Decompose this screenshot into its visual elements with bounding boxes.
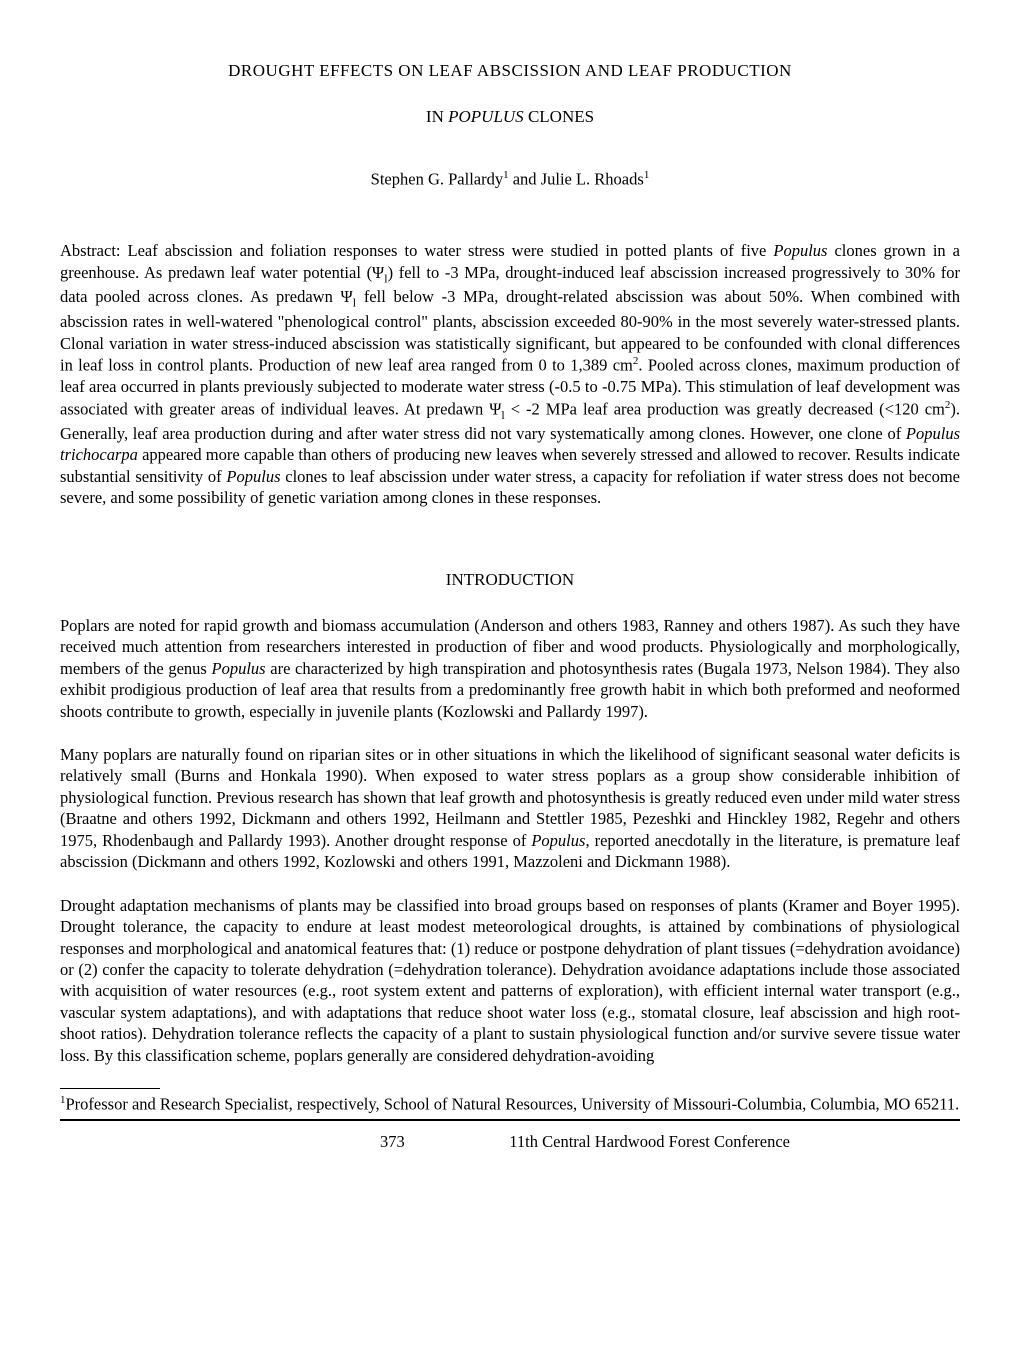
author-2-sup: 1 [644,169,650,181]
paragraph-1: Poplars are noted for rapid growth and b… [60,615,960,722]
paper-title-line-1: DROUGHT EFFECTS ON LEAF ABSCISSION AND L… [60,60,960,82]
page-number: 373 [380,1131,405,1152]
p2-it1: Populus [531,831,585,850]
footnote: 1Professor and Research Specialist, resp… [60,1093,960,1115]
p1-it1: Populus [212,659,266,678]
author-2: Julie L. Rhoads [541,170,644,189]
authors: Stephen G. Pallardy 1 and Julie L. Rhoads… [60,168,960,190]
section-heading-introduction: INTRODUCTION [60,569,960,591]
abs-s1: Leaf abscission and foliation responses … [128,241,774,260]
abs-s6: < -2 MPa leaf area production was greatl… [505,399,945,418]
footnote-text: Professor and Research Specialist, respe… [66,1095,960,1114]
abs-it1: Populus [773,241,827,260]
abstract-label: Abstract: [60,241,128,260]
author-1: Stephen G. Pallardy [371,170,503,189]
author-join: and [509,170,541,189]
title-pre: IN [426,107,448,126]
abstract: Abstract: Leaf abscission and foliation … [60,240,960,509]
conference-name: 11th Central Hardwood Forest Conference [509,1131,790,1152]
paper-title-line-2: IN POPULUS CLONES [60,106,960,128]
paragraph-3: Drought adaptation mechanisms of plants … [60,895,960,1067]
footer-rule [60,1119,960,1121]
page-footer: 373 11th Central Hardwood Forest Confere… [60,1131,960,1152]
abs-it3: Populus [226,467,280,486]
p3-s1: Drought adaptation mechanisms of plants … [60,896,960,1065]
paragraph-2: Many poplars are naturally found on ripa… [60,744,960,873]
footnote-rule [60,1088,160,1089]
title-post: CLONES [524,107,594,126]
title-genus: POPULUS [448,107,524,126]
